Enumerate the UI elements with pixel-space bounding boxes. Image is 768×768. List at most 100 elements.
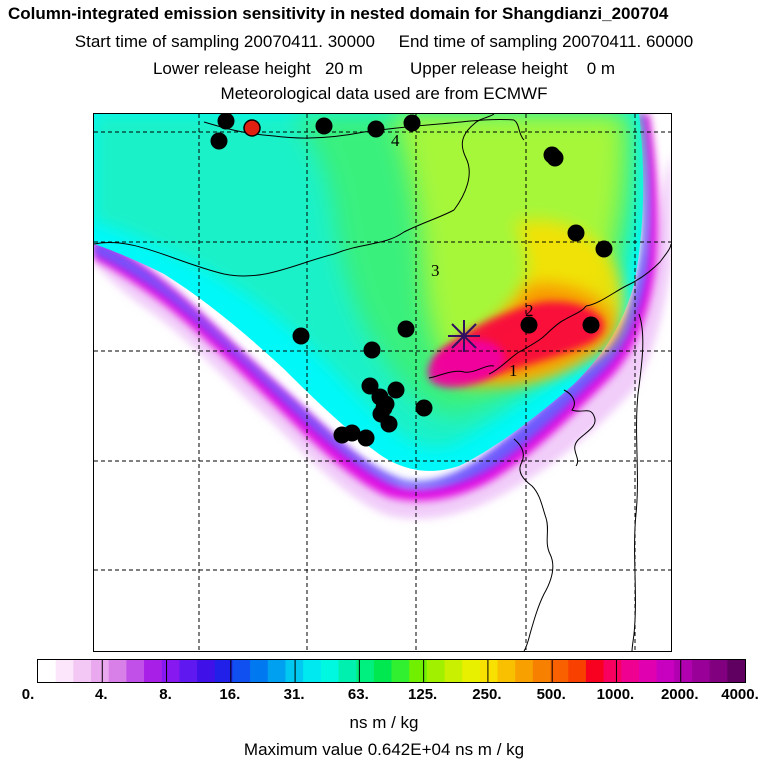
colorbar-swatch: [214, 660, 234, 682]
colorbar-swatch: [91, 660, 110, 682]
colorbar-swatch: [161, 660, 180, 682]
colorbar-swatch: [621, 660, 640, 682]
colorbar-swatch: [267, 660, 287, 682]
colorbar-tick-label: 63.: [347, 686, 369, 703]
colorbar-swatch: [38, 660, 57, 682]
sensitivity-map: 1 2 3 4: [94, 114, 671, 651]
region-labels: 1 2 3 4: [391, 131, 534, 380]
colorbar-swatch: [144, 660, 163, 682]
observation-dot: [567, 224, 585, 242]
coastlines-borders: [94, 114, 671, 651]
receptor-marker: [243, 119, 261, 137]
colorbar-swatch: [303, 660, 322, 682]
colorbar-swatch: [285, 660, 304, 682]
start-label: Start time of sampling: [74, 32, 240, 51]
lower-label: Lower release height: [152, 59, 311, 78]
colorbar-swatch: [585, 660, 605, 682]
colorbar-swatch: [638, 660, 658, 682]
colorbar-swatch: [515, 660, 534, 682]
observation-dot: [520, 316, 538, 334]
colorbar-tick-label: 1000.: [596, 686, 635, 703]
upper-label: Upper release height: [409, 59, 568, 78]
region-label-1: 1: [509, 361, 518, 380]
receptor-circle: [243, 119, 261, 137]
colorbar-swatch: [444, 660, 463, 682]
colorbar-swatch: [691, 660, 711, 682]
observation-dot: [363, 341, 381, 359]
colorbar-tick-label: 4000.: [721, 686, 759, 703]
colorbar-swatch: [462, 660, 481, 682]
observation-dot: [210, 132, 228, 150]
observation-dot: [292, 327, 310, 345]
release-heights: Lower release height 20 m Upper release …: [0, 59, 768, 79]
colorbar-swatch: [356, 660, 375, 682]
release-site-star: [448, 320, 480, 352]
colorbar-swatch: [55, 660, 74, 682]
observation-dot: [315, 117, 333, 135]
colorbar-swatches: [38, 660, 745, 682]
end-label: End time of sampling: [398, 32, 558, 51]
colorbar-tick-label: 31.: [283, 686, 305, 703]
colorbar-swatch: [568, 660, 587, 682]
observation-dot: [367, 120, 385, 138]
colorbar-swatch: [709, 660, 728, 682]
maximum-value: Maximum value 0.642E+04 ns m / kg: [0, 740, 768, 760]
colorbar-swatch: [727, 660, 745, 682]
upper-value: 0 m: [586, 59, 616, 78]
colorbar-tick-label: 0.: [21, 686, 35, 703]
colorbar-tick-label: 8.: [159, 686, 172, 703]
colorbar-tick-label: 500.: [536, 686, 566, 703]
colorbar-swatch: [250, 660, 269, 682]
colorbar-swatch: [532, 660, 552, 682]
observation-dot: [582, 316, 600, 334]
observation-dot: [357, 429, 375, 447]
region-label-2: 2: [525, 301, 534, 320]
colorbar-swatch: [338, 660, 357, 682]
observation-dot: [387, 381, 405, 399]
colorbar-swatch: [179, 660, 198, 682]
colorbar-swatch: [391, 660, 410, 682]
colorbar-swatch: [426, 660, 446, 682]
colorbar: [37, 659, 746, 683]
observation-dot: [380, 415, 398, 433]
colorbar-tick-label: 125.: [408, 686, 438, 703]
colorbar-swatch: [108, 660, 127, 682]
start-value: 20070411. 30000: [243, 32, 376, 51]
colorbar-tick-label: 2000.: [660, 686, 699, 703]
lower-value: 20 m: [324, 59, 363, 78]
region-label-3: 3: [431, 261, 440, 280]
observation-dot: [343, 424, 361, 442]
colorbar-swatch: [603, 660, 622, 682]
observation-dot: [397, 320, 415, 338]
observation-dot: [415, 399, 433, 417]
field-hot: [428, 339, 505, 388]
colorbar-swatch: [497, 660, 516, 682]
colorbar-swatch: [126, 660, 145, 682]
colorbar-swatch: [656, 660, 675, 682]
observation-dot: [217, 114, 235, 130]
colorbar-swatch: [232, 660, 251, 682]
colorbar-swatch: [479, 660, 499, 682]
map-title: Column-integrated emission sensitivity i…: [8, 4, 669, 23]
colorbar-tick-label: 16.: [219, 686, 241, 703]
region-label-4: 4: [391, 131, 400, 150]
colorbar-swatch: [73, 660, 92, 682]
colorbar-tick-label: 250.: [472, 686, 502, 703]
sampling-times: Start time of sampling 20070411. 30000 E…: [0, 32, 768, 52]
colorbar-swatch: [550, 660, 569, 682]
colorbar-swatch: [320, 660, 340, 682]
observation-dot: [403, 114, 421, 132]
observation-dot: [546, 149, 564, 167]
met-data-note: Meteorological data used are from ECMWF: [220, 84, 548, 103]
colorbar-swatch: [373, 660, 393, 682]
colorbar-swatch: [197, 660, 216, 682]
sensitivity-field: [94, 114, 671, 519]
map-panel: 1 2 3 4: [93, 113, 672, 652]
observation-dot: [361, 377, 379, 395]
observation-points: [210, 114, 613, 447]
max-label: Maximum value: [243, 740, 363, 759]
observation-dot: [595, 240, 613, 258]
colorbar-swatch: [674, 660, 693, 682]
colorbar-units: ns m / kg: [349, 713, 419, 732]
colorbar-tick-label: 4.: [95, 686, 108, 703]
